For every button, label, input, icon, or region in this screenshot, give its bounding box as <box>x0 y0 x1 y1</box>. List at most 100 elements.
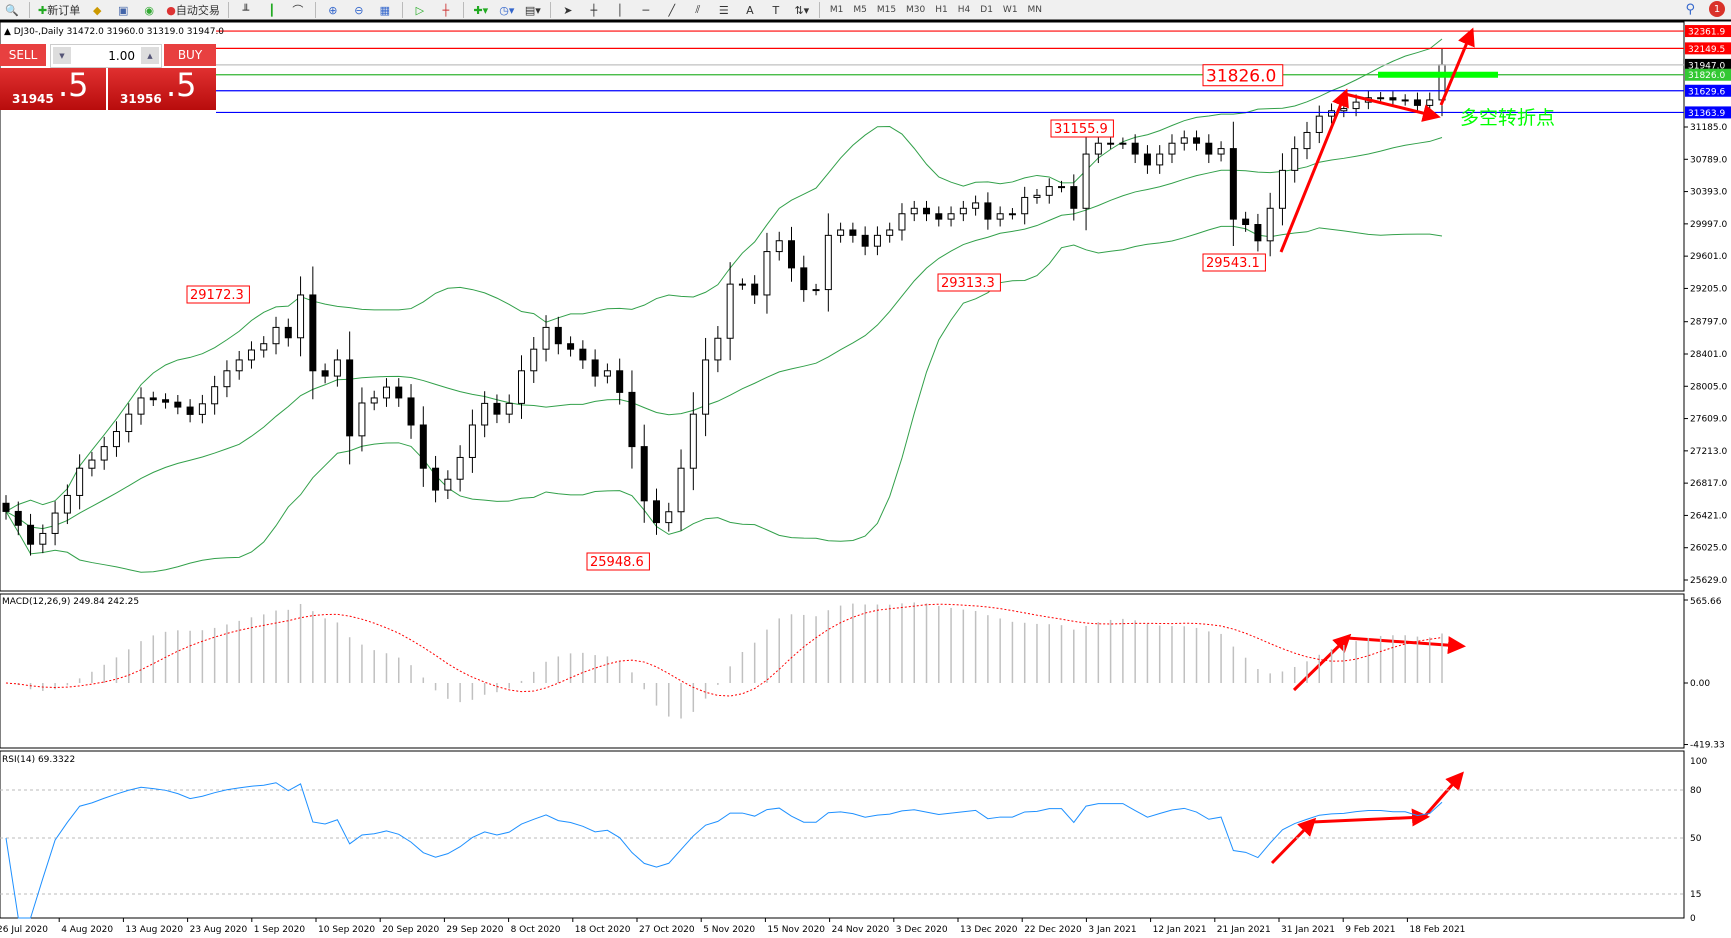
candle-body <box>419 424 427 469</box>
date-label: 12 Jan 2021 <box>1153 925 1207 935</box>
candle <box>1413 92 1421 113</box>
text-label-icon[interactable]: T <box>772 3 780 17</box>
timeframe-w1[interactable]: W1 <box>1002 5 1018 15</box>
terminal-icon[interactable]: ▣ <box>118 3 129 17</box>
timeframe-mn[interactable]: MN <box>1027 5 1043 15</box>
crosshair-icon[interactable]: ┼ <box>590 3 598 17</box>
trend-arrow <box>1292 633 1352 692</box>
line-chart-icon[interactable]: ⌒ <box>292 4 304 17</box>
bar-chart-icon[interactable]: ╨ <box>242 3 250 17</box>
trendline-icon[interactable]: ╱ <box>668 3 676 17</box>
cursor-icon[interactable]: ➤ <box>563 3 573 17</box>
candle <box>247 341 255 369</box>
timeframe-d1[interactable]: D1 <box>980 5 993 15</box>
timeframe-m15[interactable]: M15 <box>876 5 897 15</box>
indicators-icon[interactable]: ✚▾ <box>473 3 489 17</box>
print-preview-icon[interactable]: 🔍 <box>5 3 19 17</box>
candle-body <box>309 294 317 372</box>
price-level-value: 31826.0 <box>1688 71 1725 81</box>
sell-button[interactable]: SELL <box>0 44 46 66</box>
sell-price[interactable]: 31945 .5 <box>0 66 106 110</box>
signals-icon[interactable]: ◉ <box>144 3 155 17</box>
symbol-collapse-icon[interactable]: ▲ <box>4 27 11 37</box>
price-tick-label: 27609.0 <box>1690 415 1727 425</box>
timeframe-h4[interactable]: H4 <box>957 5 971 15</box>
candle-body <box>1377 97 1385 100</box>
periods-icon[interactable]: ◷▾ <box>499 3 515 17</box>
timeframe-m5[interactable]: M5 <box>853 5 867 15</box>
lot-size-input[interactable]: ▼ 1.00 ▲ <box>50 44 162 68</box>
candle <box>935 206 943 227</box>
candle-body <box>567 343 575 350</box>
horizontal-line-icon[interactable]: ─ <box>642 3 650 17</box>
tile-windows-icon[interactable]: ▦ <box>379 3 391 17</box>
candle-body <box>628 391 636 448</box>
candlestick-icon[interactable]: ┃ <box>268 3 276 17</box>
equidistant-channel-icon[interactable]: ⫽ <box>695 3 701 16</box>
timeframe-m1[interactable]: M1 <box>829 5 844 15</box>
rsi-tick-label: 100 <box>1690 757 1707 767</box>
candle <box>395 378 403 407</box>
price-tick-label: 26025.0 <box>1690 544 1727 554</box>
price-level-value: 32361.9 <box>1688 28 1725 38</box>
candle-body <box>1021 196 1029 215</box>
symbol-info: ▲ DJ30-,Daily 31472.0 31960.0 31319.0 31… <box>4 27 224 37</box>
toolbar-separator <box>29 2 30 18</box>
fibonacci-icon[interactable]: ☰ <box>718 3 729 17</box>
date-label: 4 Aug 2020 <box>61 925 113 935</box>
bb-lower <box>5 225 1443 573</box>
candle <box>1217 141 1225 162</box>
candle <box>579 340 587 369</box>
candle <box>309 266 317 400</box>
candle-body <box>382 386 390 399</box>
candle <box>100 436 108 470</box>
arrows-icon[interactable]: ⇅▾ <box>794 3 810 17</box>
zoom-in-icon[interactable]: ⊕ <box>328 3 338 17</box>
candle <box>272 316 280 355</box>
candle-body <box>1143 153 1151 166</box>
candle <box>677 449 685 531</box>
candle-body <box>702 359 710 415</box>
timeframe-h1[interactable]: H1 <box>935 5 948 15</box>
metaeditor-icon[interactable]: ◆ <box>92 3 102 17</box>
templates-icon[interactable]: ▤▾ <box>524 3 541 17</box>
macd-signal-line <box>5 603 1443 697</box>
candle <box>51 501 59 546</box>
timeframe-m30[interactable]: M30 <box>906 5 926 15</box>
candle <box>1070 174 1078 221</box>
toolbar-separator <box>401 2 403 18</box>
candle-body <box>542 326 550 350</box>
text-icon[interactable]: A <box>746 3 754 17</box>
candle-body <box>603 370 611 377</box>
candle <box>689 392 697 491</box>
auto-scroll-icon[interactable]: ▷ <box>415 3 425 17</box>
search-icon[interactable]: ⚲ <box>1685 1 1695 17</box>
chart-shift-icon[interactable]: ┼ <box>442 3 450 17</box>
candle <box>1094 134 1102 164</box>
candle <box>2 495 10 520</box>
candle <box>63 484 71 525</box>
toolbar-separator <box>462 2 464 18</box>
candle <box>542 315 550 362</box>
price-tick-label: 29997.0 <box>1690 220 1727 230</box>
zoom-out-icon[interactable]: ⊖ <box>354 3 364 17</box>
buy-button[interactable]: BUY <box>164 44 216 66</box>
candle-body <box>186 406 194 415</box>
new-order-button[interactable]: ✚ 新订单 <box>35 1 83 19</box>
candle <box>824 213 832 312</box>
candle-body <box>235 359 243 372</box>
auto-trading-button[interactable]: ● 自动交易 <box>163 1 223 19</box>
notification-badge[interactable]: 1 <box>1709 1 1725 17</box>
buy-price[interactable]: 31956 .5 <box>108 66 216 110</box>
candle-body <box>1315 115 1323 133</box>
trend-arrow <box>1311 808 1430 827</box>
candle <box>702 337 710 437</box>
toolbar-separator <box>314 2 316 18</box>
candle-body <box>198 403 206 415</box>
lot-decrease-button[interactable]: ▼ <box>53 47 71 64</box>
candle <box>198 394 206 424</box>
lot-increase-button[interactable]: ▲ <box>141 47 159 64</box>
price-tick-label: 27213.0 <box>1690 447 1727 457</box>
vertical-line-icon[interactable]: │ <box>616 3 624 17</box>
